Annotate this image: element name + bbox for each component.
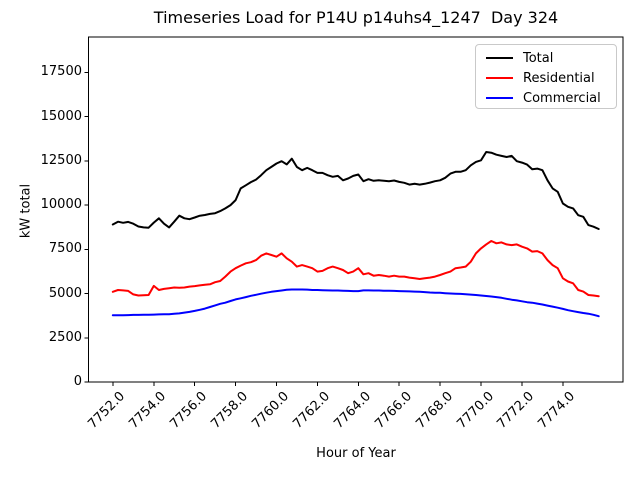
legend-label: Residential: [523, 70, 595, 86]
chart-title: Timeseries Load for P14U p14uhs4_1247 Da…: [153, 8, 559, 27]
y-tick-label: 7500: [48, 241, 82, 257]
residential-line: [111, 240, 600, 298]
legend-item-residential: Residential: [476, 68, 616, 88]
commercial-line: [111, 288, 600, 318]
y-tick-label: 2500: [48, 329, 82, 345]
y-tick-label: 10000: [40, 197, 82, 213]
legend-label: Commercial: [523, 90, 601, 106]
y-tick-label: 17500: [40, 64, 82, 80]
axes-frame: [88, 36, 624, 383]
y-tick-label: 15000: [40, 108, 82, 124]
y-tick-label: 0: [73, 374, 82, 389]
legend-item-total: Total: [476, 48, 616, 68]
legend: Total Residential Commercial: [475, 44, 617, 109]
legend-line-swatch: [486, 57, 513, 59]
total-line: [111, 151, 600, 230]
legend-label: Total: [523, 50, 554, 66]
legend-item-commercial: Commercial: [476, 88, 616, 108]
y-tick-label: 12500: [40, 152, 82, 168]
x-axis-label: Hour of Year: [316, 446, 396, 461]
y-tick-label: 5000: [48, 285, 82, 301]
legend-line-swatch: [486, 77, 513, 79]
legend-line-swatch: [486, 97, 513, 99]
